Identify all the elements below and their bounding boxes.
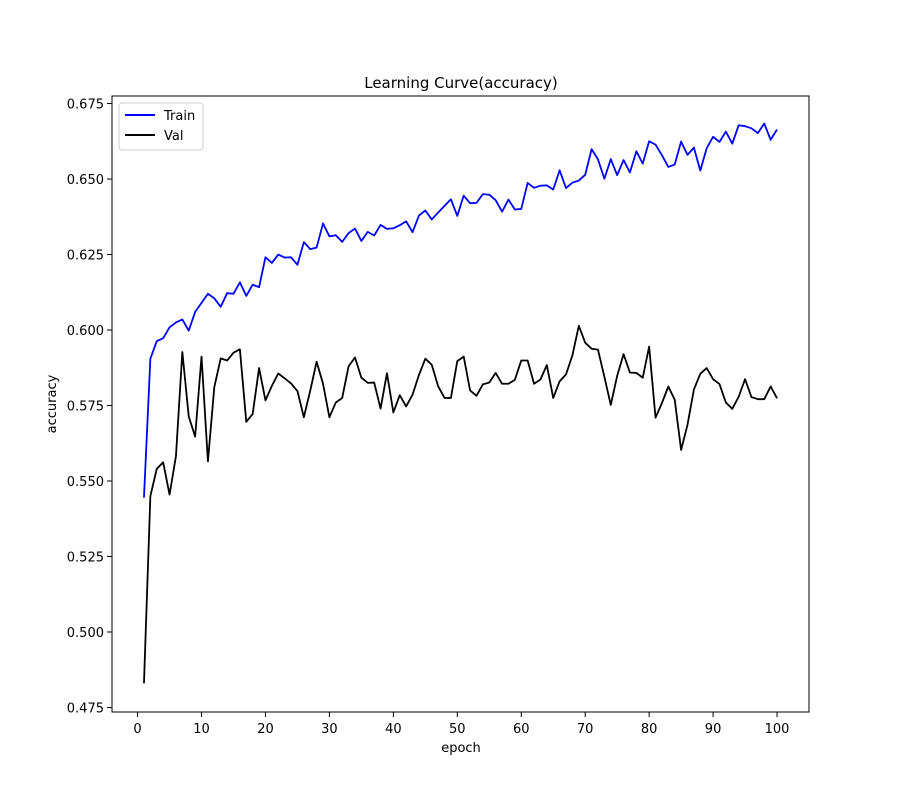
x-tick-label: 40	[385, 722, 402, 737]
y-axis-label: accuracy	[45, 374, 60, 433]
x-tick-label: 100	[765, 722, 790, 737]
series-line-val	[143, 324, 778, 684]
series-line-train	[143, 122, 778, 498]
x-tick-label: 50	[449, 722, 466, 737]
axes-frame	[111, 95, 810, 713]
x-tick-label: 10	[193, 722, 210, 737]
x-axis-label: epoch	[441, 741, 481, 756]
y-tick-label: 0.600	[67, 324, 104, 339]
y-tick-label: 0.575	[67, 400, 104, 415]
chart-title: Learning Curve(accuracy)	[364, 74, 558, 92]
x-tick-label: 30	[321, 722, 338, 737]
y-tick-label: 0.675	[67, 98, 104, 113]
legend: Train Val	[118, 102, 204, 151]
y-tick-label: 0.625	[67, 249, 104, 264]
y-tick-label: 0.550	[67, 475, 104, 490]
y-tick-label: 0.650	[67, 173, 104, 188]
series-lines	[143, 122, 778, 684]
legend-label-train: Train	[163, 109, 195, 124]
x-tick-label: 90	[705, 722, 722, 737]
x-tick-label: 70	[577, 722, 594, 737]
y-axis-ticks: 0.475 0.500 0.525 0.550 0.575 0.600 0.625 0.650…	[67, 98, 112, 716]
x-tick-label: 20	[257, 722, 274, 737]
y-tick-label: 0.500	[67, 626, 104, 641]
x-tick-label: 80	[641, 722, 658, 737]
x-tick-label: 60	[513, 722, 530, 737]
x-axis-ticks: 0 10 20 30 40 50 60 70 80 90 100	[133, 712, 789, 737]
legend-label-val: Val	[164, 129, 183, 144]
x-tick-label: 0	[133, 722, 141, 737]
y-tick-label: 0.525	[67, 550, 104, 565]
y-tick-label: 0.475	[67, 701, 104, 716]
